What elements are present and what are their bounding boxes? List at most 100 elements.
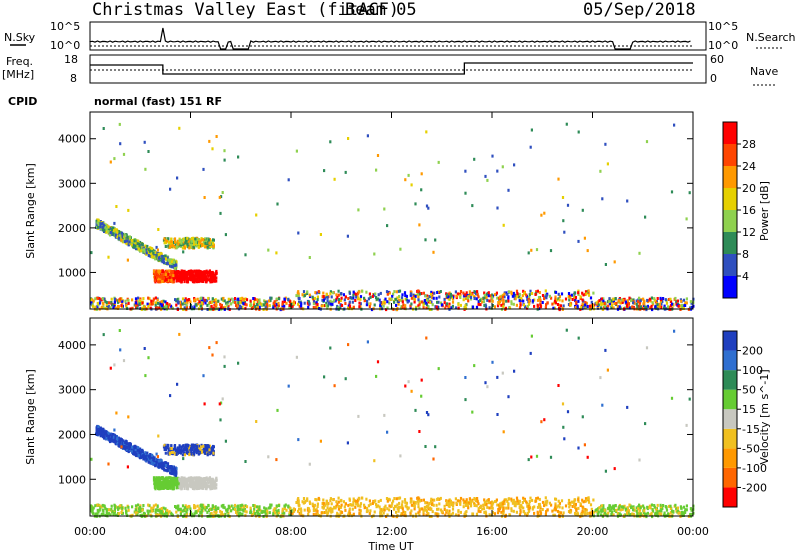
range-cell	[208, 271, 211, 275]
nsearch-label: N.Search	[746, 31, 796, 44]
range-cell	[526, 306, 529, 310]
range-cell	[329, 302, 332, 306]
range-cell	[386, 499, 389, 503]
range-cell	[171, 306, 174, 310]
range-cell	[526, 297, 529, 301]
range-cell	[607, 511, 610, 515]
range-cell	[272, 508, 275, 512]
range-cell	[329, 299, 332, 303]
range-cell	[612, 300, 615, 304]
range-cell	[512, 498, 515, 502]
range-cell	[118, 440, 121, 444]
range-cell	[678, 304, 681, 308]
range-cell	[399, 247, 402, 251]
nsky-series	[89, 27, 693, 50]
range-cell	[344, 295, 347, 299]
nsky-label: N.Sky	[4, 31, 36, 44]
range-cell	[95, 426, 98, 430]
range-cell	[113, 511, 116, 515]
range-cell	[510, 302, 513, 306]
range-cell	[313, 506, 316, 510]
range-cell	[477, 507, 480, 511]
range-cell	[647, 506, 650, 509]
y-tick-label: 1000	[58, 266, 86, 279]
range-cell	[200, 273, 203, 277]
range-cell	[173, 261, 176, 264]
range-cell	[601, 197, 604, 201]
range-cell	[297, 503, 300, 507]
range-cell	[128, 235, 131, 239]
range-cell	[121, 299, 124, 303]
range-cell	[127, 301, 130, 305]
range-cell	[550, 503, 553, 507]
range-cell	[283, 507, 286, 511]
freq-unit: [MHz]	[2, 68, 34, 81]
range-cell	[558, 295, 561, 298]
range-cell	[237, 508, 240, 512]
range-cell	[163, 237, 166, 241]
range-cell	[107, 255, 110, 259]
range-cell	[425, 513, 428, 517]
range-cell	[646, 505, 649, 509]
range-cell	[202, 506, 205, 510]
range-cell	[324, 503, 327, 507]
range-cell	[593, 510, 596, 514]
range-cell	[90, 507, 93, 511]
range-cell	[648, 297, 651, 301]
range-cell	[586, 512, 589, 515]
range-cell	[409, 306, 412, 310]
range-cell	[138, 299, 142, 302]
range-cell	[156, 248, 159, 252]
range-cell	[150, 462, 153, 466]
range-cell	[107, 435, 110, 438]
range-cell	[507, 497, 511, 501]
range-cell	[104, 513, 107, 517]
range-cell	[438, 502, 441, 506]
range-cell	[292, 302, 296, 306]
range-cell	[106, 305, 109, 309]
range-cell	[464, 304, 467, 308]
range-cell	[368, 305, 371, 308]
range-cell	[398, 496, 402, 500]
range-cell	[404, 304, 407, 308]
range-cell	[368, 512, 371, 515]
range-cell	[596, 306, 600, 310]
range-cell	[160, 464, 163, 468]
range-cell	[660, 305, 663, 309]
range-cell	[520, 297, 523, 301]
range-cell	[676, 506, 679, 510]
range-cell	[425, 508, 428, 512]
range-cell	[464, 293, 467, 297]
range-cell	[659, 296, 662, 300]
range-cell	[658, 305, 661, 309]
range-cell	[674, 296, 677, 300]
range-cell	[105, 509, 108, 513]
range-cell	[604, 142, 607, 146]
range-cell	[207, 503, 210, 507]
range-cell	[193, 506, 196, 510]
range-cell	[600, 302, 603, 306]
range-cell	[325, 500, 329, 504]
range-cell	[157, 276, 160, 280]
range-cell	[388, 504, 391, 508]
range-cell	[655, 513, 658, 517]
range-cell	[390, 504, 393, 508]
range-cell	[367, 504, 370, 508]
range-cell	[438, 291, 441, 294]
range-cell	[101, 225, 104, 229]
range-cell	[185, 305, 189, 309]
range-cell	[324, 296, 327, 300]
range-cell	[404, 178, 407, 182]
range-cell	[245, 298, 249, 302]
range-cell	[275, 297, 278, 301]
range-cell	[397, 496, 400, 500]
range-cell	[491, 503, 494, 507]
range-cell	[127, 508, 130, 512]
range-cell	[554, 508, 557, 512]
range-cell	[386, 300, 389, 304]
range-cell	[628, 296, 631, 300]
range-cell	[486, 178, 489, 182]
range-cell	[366, 506, 369, 510]
range-cell	[316, 303, 319, 306]
range-cell	[448, 509, 451, 513]
